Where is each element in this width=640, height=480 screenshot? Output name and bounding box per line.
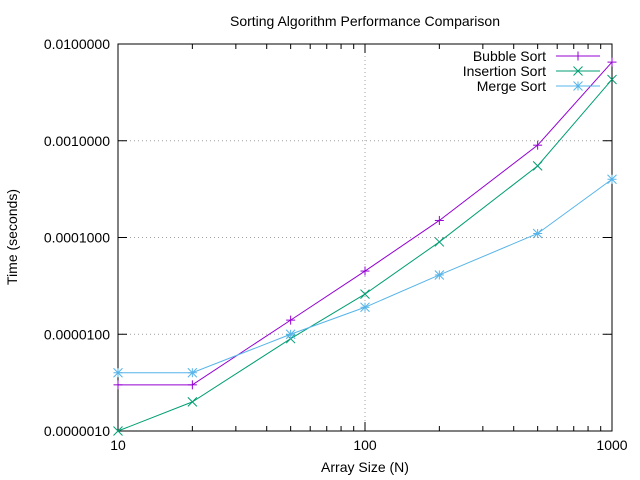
data-point xyxy=(187,397,198,407)
data-point xyxy=(607,74,617,85)
data-point xyxy=(532,228,543,239)
y-tick-label: 0.0001000 xyxy=(44,230,110,246)
data-point xyxy=(607,57,617,67)
series-merge-sort xyxy=(113,174,617,378)
data-point xyxy=(113,367,123,378)
data-point xyxy=(532,161,543,171)
data-point xyxy=(187,367,198,378)
data-point xyxy=(360,266,370,276)
data-point xyxy=(434,215,444,225)
x-tick-label: 10 xyxy=(110,437,126,453)
x-tick-label: 100 xyxy=(353,437,377,453)
legend-marker xyxy=(573,51,583,61)
data-point xyxy=(113,426,123,436)
legend-marker xyxy=(573,81,583,91)
data-point xyxy=(434,270,445,280)
y-tick-label: 0.0100000 xyxy=(44,36,110,52)
data-point xyxy=(286,315,296,325)
data-point xyxy=(360,302,370,313)
series-layer xyxy=(113,57,617,436)
legend-label: Merge Sort xyxy=(477,78,546,94)
y-tick-label: 0.0000010 xyxy=(44,423,110,439)
data-point xyxy=(113,380,123,390)
y-axis: 0.0000010 0.0000100 0.0001000 0.0010000 0.01… xyxy=(44,36,612,439)
data-point xyxy=(360,289,370,299)
legend-label: Insertion Sort xyxy=(463,63,546,79)
chart-title: Sorting Algorithm Performance Comparison xyxy=(230,13,500,29)
x-axis: 10 100 1000 xyxy=(110,44,628,453)
x-axis-label: Array Size (N) xyxy=(321,459,409,475)
legend-label: Bubble Sort xyxy=(473,48,546,64)
y-tick-label: 0.0000100 xyxy=(44,326,110,342)
y-axis-label: Time (seconds) xyxy=(4,189,20,285)
grid xyxy=(118,44,612,431)
data-point xyxy=(533,140,543,150)
data-point xyxy=(434,237,445,247)
y-tick-label: 0.0010000 xyxy=(44,133,110,149)
data-point xyxy=(607,174,617,185)
legend-marker xyxy=(573,66,583,76)
x-tick-label: 1000 xyxy=(596,437,627,453)
series-insertion-sort xyxy=(113,74,617,436)
data-point xyxy=(285,329,296,340)
data-point xyxy=(187,380,197,390)
series-bubble-sort xyxy=(113,57,617,390)
